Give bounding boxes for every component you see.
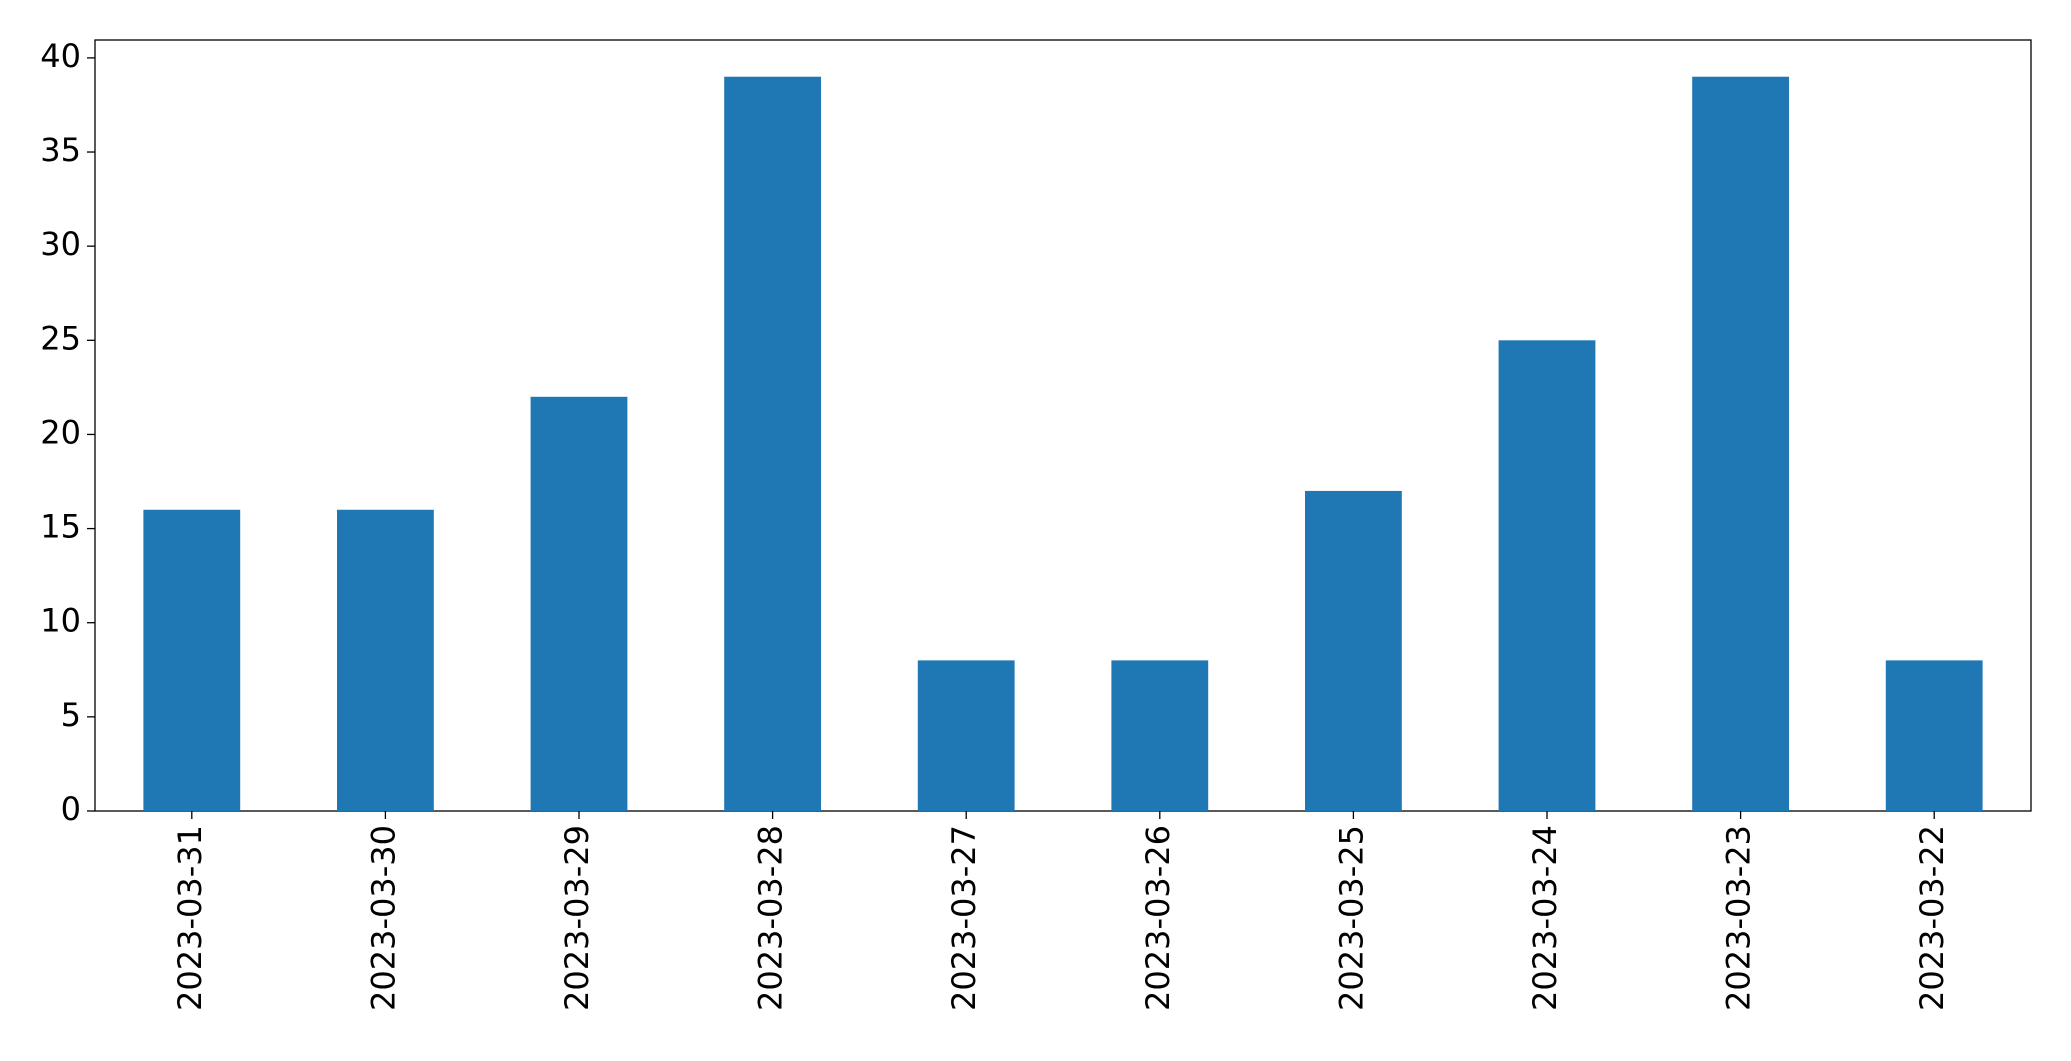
bar (530, 396, 628, 811)
bar (1692, 76, 1789, 811)
x-tick-label: 2023-03-23 (1720, 825, 1758, 1011)
bar (1305, 490, 1402, 811)
y-tick-label: 20 (40, 413, 81, 451)
y-tick-label: 0 (61, 790, 81, 828)
axes-frame (94, 39, 2032, 812)
x-tick-label: 2023-03-22 (1913, 825, 1951, 1011)
x-tick-label: 2023-03-25 (1332, 825, 1370, 1011)
y-tick-label: 25 (40, 319, 81, 357)
y-tick-label: 40 (40, 37, 81, 75)
bar (1498, 340, 1596, 811)
x-tick-label: 2023-03-28 (752, 825, 790, 1011)
x-tick-label: 2023-03-29 (558, 825, 596, 1011)
bar (917, 660, 1015, 811)
bar (143, 509, 241, 811)
x-tick-label: 2023-03-26 (1139, 825, 1177, 1011)
bar (1885, 660, 1983, 811)
x-tick-label: 2023-03-27 (945, 825, 983, 1011)
bar (1111, 660, 1209, 811)
y-tick-label: 10 (40, 602, 81, 640)
y-tick-label: 15 (40, 508, 81, 546)
y-tick-label: 35 (40, 131, 81, 169)
bar (724, 76, 821, 811)
x-tick-label: 2023-03-30 (364, 825, 402, 1011)
y-tick-label: 30 (40, 225, 81, 263)
y-tick-label: 5 (61, 696, 81, 734)
bar (337, 509, 434, 811)
x-tick-label: 2023-03-24 (1526, 825, 1564, 1011)
x-tick-label: 2023-03-31 (171, 825, 209, 1011)
